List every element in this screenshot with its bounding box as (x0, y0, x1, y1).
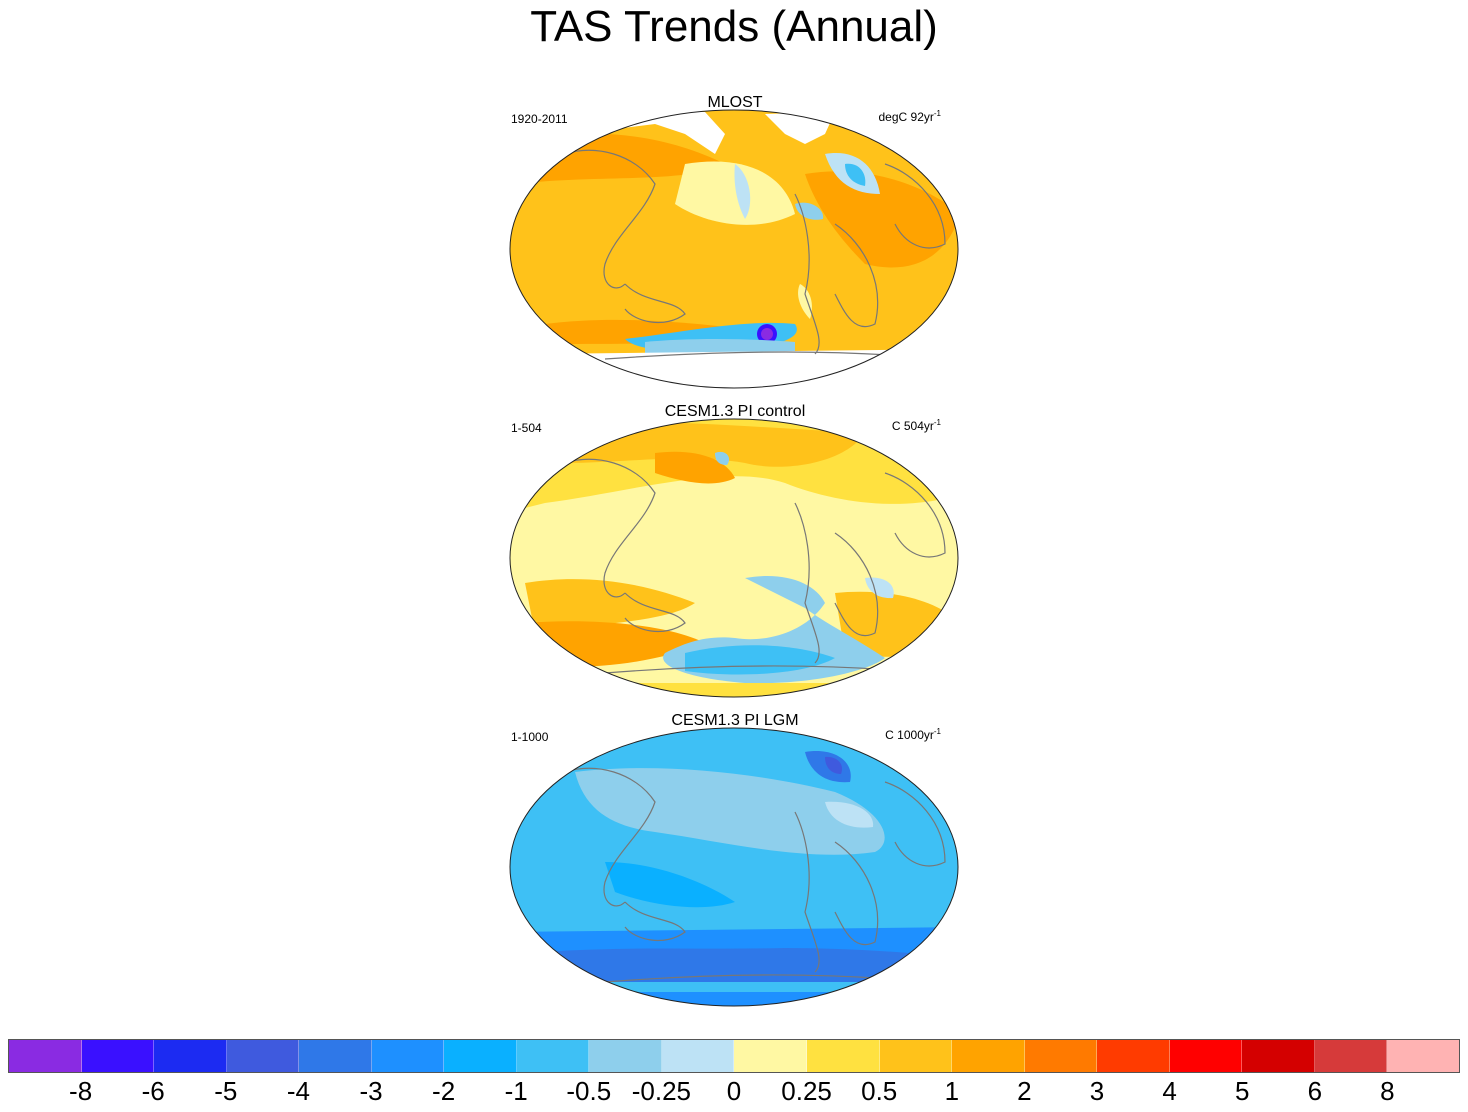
colorbar-tick-label: -2 (432, 1076, 456, 1106)
panel-units: C 504yr-1 (891, 418, 941, 433)
panel-period: 1920-2011 (511, 112, 568, 126)
colorbar-tick-label: 0 (726, 1076, 742, 1106)
colorbar-swatch (154, 1040, 227, 1072)
panel-units: C 1000yr-1 (885, 727, 941, 742)
colorbar-tick-label: 4 (1162, 1076, 1177, 1106)
colorbar-swatch (444, 1040, 517, 1072)
panel-period: 1-504 (511, 421, 542, 435)
panel-pi-control: CESM1.3 PI control 1-504 C 504yr-1 (505, 403, 965, 703)
colorbar-swatch (879, 1040, 953, 1072)
colorbar-swatch (81, 1040, 155, 1072)
colorbar-swatch (734, 1040, 808, 1072)
colorbar-swatch (516, 1040, 590, 1072)
panel-units: degC 92yr-1 (878, 109, 942, 124)
colorbar-labels: -8 -6 -5 -4 -3 -2 -1 -0.5 -0.25 0 0.25 0.5 1 2 3 4 5 6 8 (8, 1076, 1460, 1110)
colorbar-tick-label: -3 (359, 1076, 383, 1106)
colorbar-tick-label: 8 (1380, 1076, 1395, 1106)
colorbar-swatch (9, 1040, 82, 1072)
panel-title: CESM1.3 PI LGM (671, 712, 799, 729)
panel-mlost: MLOST 1920-2011 degC 92yr-1 (505, 94, 965, 394)
colorbar-tick-label: -5 (214, 1076, 238, 1106)
colorbar-swatch (1314, 1040, 1388, 1072)
colorbar-tick-label: -0.25 (631, 1076, 692, 1106)
colorbar-swatch (1242, 1040, 1315, 1072)
colorbar-swatch (807, 1040, 880, 1072)
colorbar (8, 1039, 1460, 1073)
colorbar-swatch (226, 1040, 300, 1072)
colorbar-swatch (1097, 1040, 1170, 1072)
colorbar-tick-label: 1 (944, 1076, 960, 1106)
colorbar-tick-label: 5 (1234, 1076, 1250, 1106)
colorbar-swatch (589, 1040, 662, 1072)
colorbar-swatch (1024, 1040, 1098, 1072)
colorbar-swatch (299, 1040, 372, 1072)
colorbar-swatch (952, 1040, 1025, 1072)
colorbar-swatch (1169, 1040, 1243, 1072)
colorbar-swatch (661, 1040, 735, 1072)
colorbar-swatch (371, 1040, 445, 1072)
colorbar-tick-label: -1 (504, 1076, 528, 1106)
colorbar-tick-label: -6 (141, 1076, 165, 1106)
panel-title: MLOST (707, 94, 763, 111)
panel-title: CESM1.3 PI control (664, 403, 806, 420)
colorbar-tick-label: 2 (1017, 1076, 1032, 1106)
colorbar-tick-label: 3 (1089, 1076, 1105, 1106)
map-pi-control (509, 418, 959, 698)
colorbar-tick-label: -4 (286, 1076, 310, 1106)
map-pi-lgm (509, 727, 959, 1007)
colorbar-tick-label: 0.25 (781, 1076, 832, 1106)
colorbar-tick-label: -8 (69, 1076, 93, 1106)
colorbar-tick-label: 0.5 (861, 1076, 898, 1106)
map-mlost (509, 109, 959, 389)
colorbar-tick-label: 6 (1307, 1076, 1323, 1106)
panel-period: 1-1000 (511, 730, 549, 744)
figure-title: TAS Trends (Annual) (530, 2, 938, 51)
panel-pi-lgm: CESM1.3 PI LGM 1-1000 C 1000yr-1 (505, 712, 965, 1012)
colorbar-tick-label: -0.5 (566, 1076, 612, 1106)
colorbar-swatch (1387, 1040, 1459, 1072)
